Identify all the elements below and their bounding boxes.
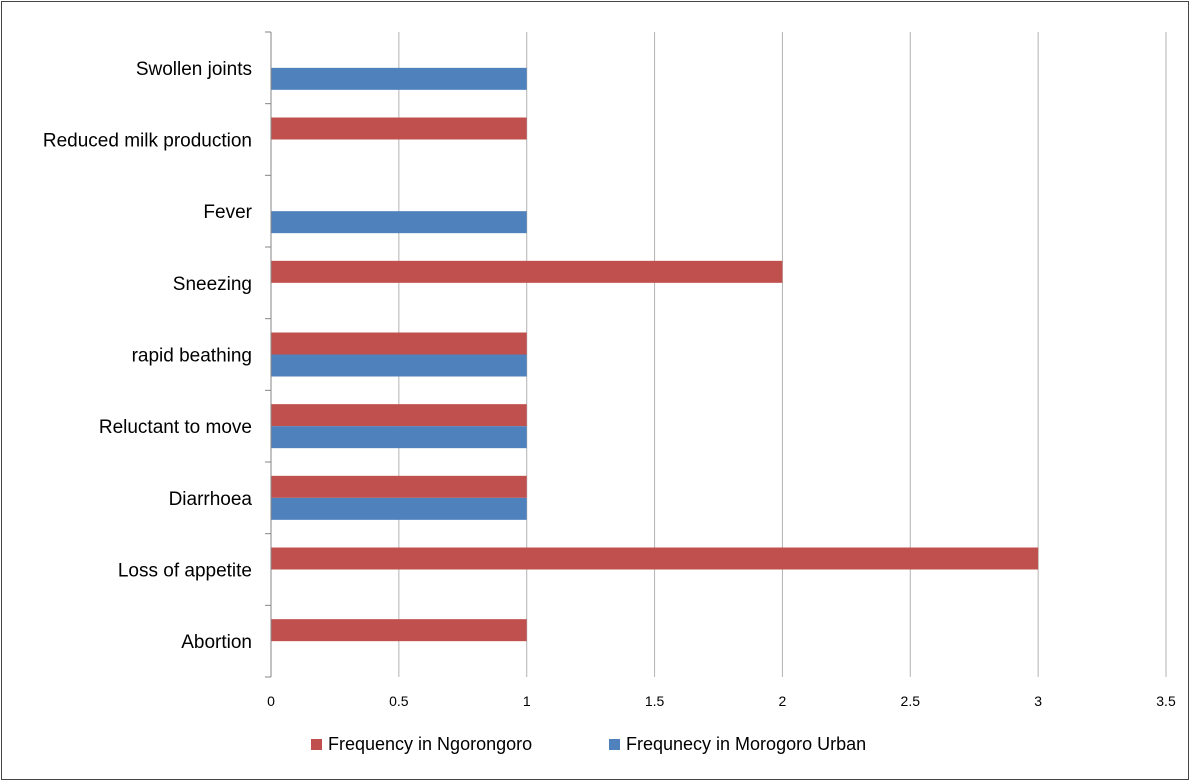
category-label-reluctant-to-move: Reluctant to move <box>99 417 252 438</box>
bar-reduced-milk-production-ngorongoro <box>271 117 527 140</box>
labels: 0 0.5 1 1.5 2 2.5 3 3.5 Abortion Loss of appetite… <box>43 59 1176 709</box>
x-tick-label-1-5: 1.5 <box>645 693 665 709</box>
category-label-fever: Fever <box>203 202 252 223</box>
legend-swatch-morogoro-urban <box>609 739 620 750</box>
bar-reluctant-to-move-morogoro-urban <box>271 426 527 449</box>
bar-swollen-joints-morogoro-urban <box>271 67 527 90</box>
category-label-reduced-milk-production: Reduced milk production <box>43 131 252 152</box>
bar-abortion-ngorongoro <box>271 619 527 642</box>
x-tick-label-2: 2 <box>779 693 787 709</box>
bar-rapid-beathing-ngorongoro <box>271 332 527 355</box>
category-label-abortion: Abortion <box>181 632 252 653</box>
legend: Frequency in Ngorongoro Frequnecy in Moro… <box>311 734 866 754</box>
category-label-loss-of-appetite: Loss of appetite <box>118 561 252 582</box>
bar-sneezing-ngorongoro <box>271 260 783 283</box>
bar-loss-of-appetite-ngorongoro <box>271 547 1039 570</box>
x-tick-label-0: 0 <box>267 693 275 709</box>
x-tick-label-1: 1 <box>523 693 531 709</box>
bar-diarrhoea-ngorongoro <box>271 475 527 498</box>
category-label-sneezing: Sneezing <box>173 274 252 295</box>
x-tick-label-2-5: 2.5 <box>901 693 921 709</box>
x-tick-label-0-5: 0.5 <box>389 693 409 709</box>
x-tick-label-3-5: 3.5 <box>1156 693 1176 709</box>
category-label-swollen-joints: Swollen joints <box>136 59 252 80</box>
legend-swatch-ngorongoro <box>311 739 322 750</box>
category-label-diarrhoea: Diarrhoea <box>169 489 253 510</box>
bar-rapid-beathing-morogoro-urban <box>271 354 527 377</box>
bar-diarrhoea-morogoro-urban <box>271 497 527 520</box>
legend-label-ngorongoro: Frequency in Ngorongoro <box>328 734 532 754</box>
legend-label-morogoro-urban: Frequnecy in Morogoro Urban <box>626 734 866 754</box>
bar-reluctant-to-move-ngorongoro <box>271 404 527 427</box>
bar-fever-morogoro-urban <box>271 211 527 234</box>
x-tick-label-3: 3 <box>1034 693 1042 709</box>
category-label-rapid-beathing: rapid beathing <box>132 346 252 367</box>
axes <box>265 31 272 678</box>
bars <box>271 67 1039 642</box>
